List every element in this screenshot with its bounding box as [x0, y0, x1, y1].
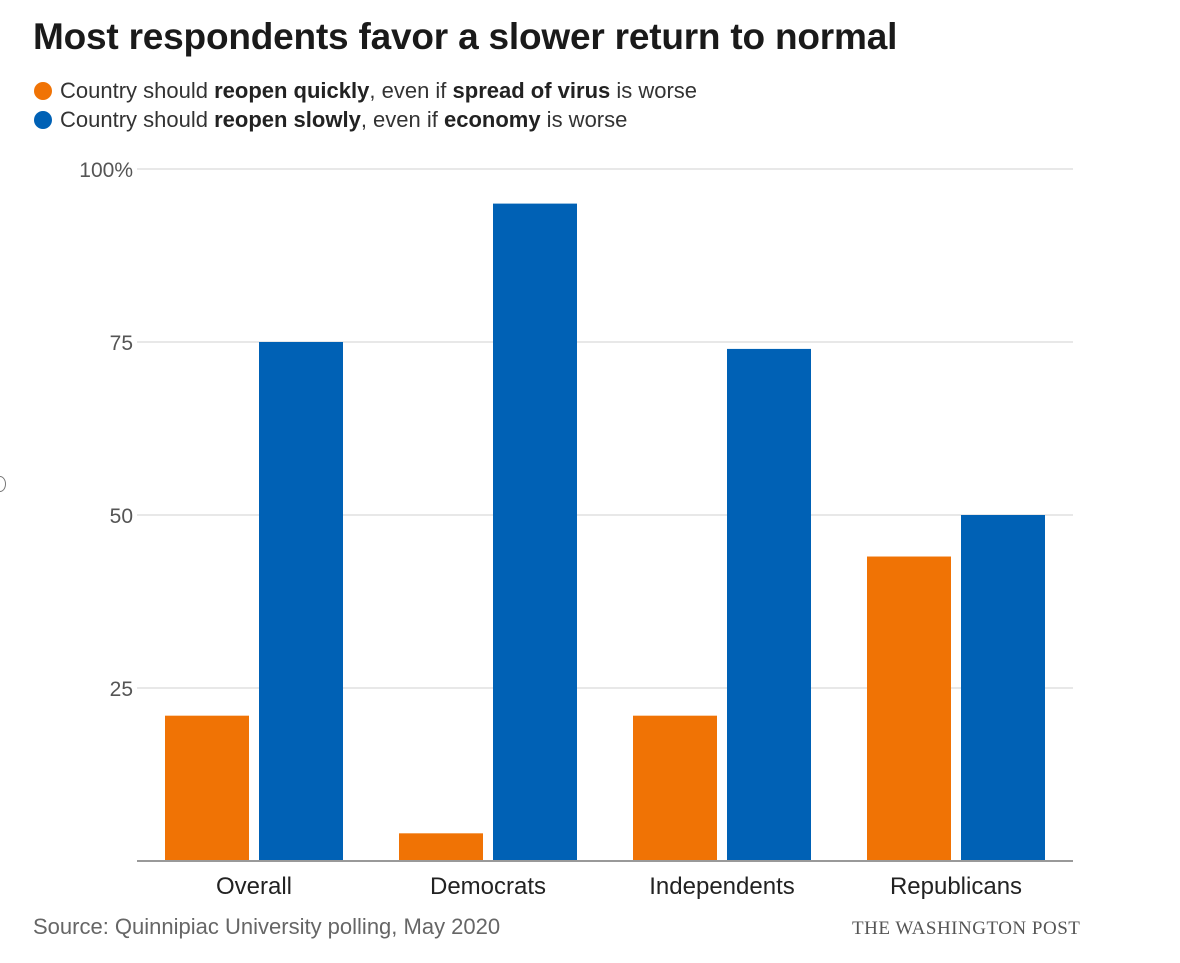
y-tick-label-50: 50 — [110, 505, 133, 528]
bar-overall-series-2 — [259, 342, 343, 861]
bar-republicans-series-1 — [867, 556, 951, 861]
publisher-credit: THE WASHINGTON POST — [852, 918, 1081, 939]
legend-swatch-reopen-quickly — [34, 81, 52, 100]
bar-overall-series-1 — [165, 715, 249, 861]
legend-label-reopen-quickly: Country should reopen quickly, even if s… — [60, 77, 698, 103]
legend-item-reopen-quickly: Country should reopen quickly, even if s… — [34, 76, 697, 105]
bar-democrats-series-2 — [493, 203, 577, 862]
legend-item-reopen-slowly: Country should reopen slowly, even if ec… — [34, 105, 697, 134]
source-note: Source: Quinnipiac University polling, M… — [33, 914, 501, 939]
bar-democrats-series-1 — [399, 833, 483, 861]
y-tick-label-25: 25 — [110, 678, 133, 701]
y-tick-label-75: 75 — [110, 332, 133, 355]
chart-title: Most respondents favor a slower return t… — [33, 16, 898, 57]
bar-independents-series-2 — [727, 348, 811, 861]
x-tick-label-democrats: Democrats — [430, 873, 546, 900]
chart-legend: Country should reopen quickly, even if s… — [34, 76, 697, 134]
y-tick-label-100: 100% — [79, 159, 133, 182]
bar-independents-series-1 — [633, 715, 717, 861]
x-tick-label-overall: Overall — [216, 873, 292, 900]
x-tick-label-republicans: Republicans — [890, 873, 1022, 900]
bar-republicans-series-2 — [961, 515, 1045, 861]
legend-swatch-reopen-slowly — [34, 110, 52, 129]
x-tick-label-independents: Independents — [649, 873, 794, 900]
legend-label-reopen-slowly: Country should reopen slowly, even if ec… — [60, 106, 628, 132]
